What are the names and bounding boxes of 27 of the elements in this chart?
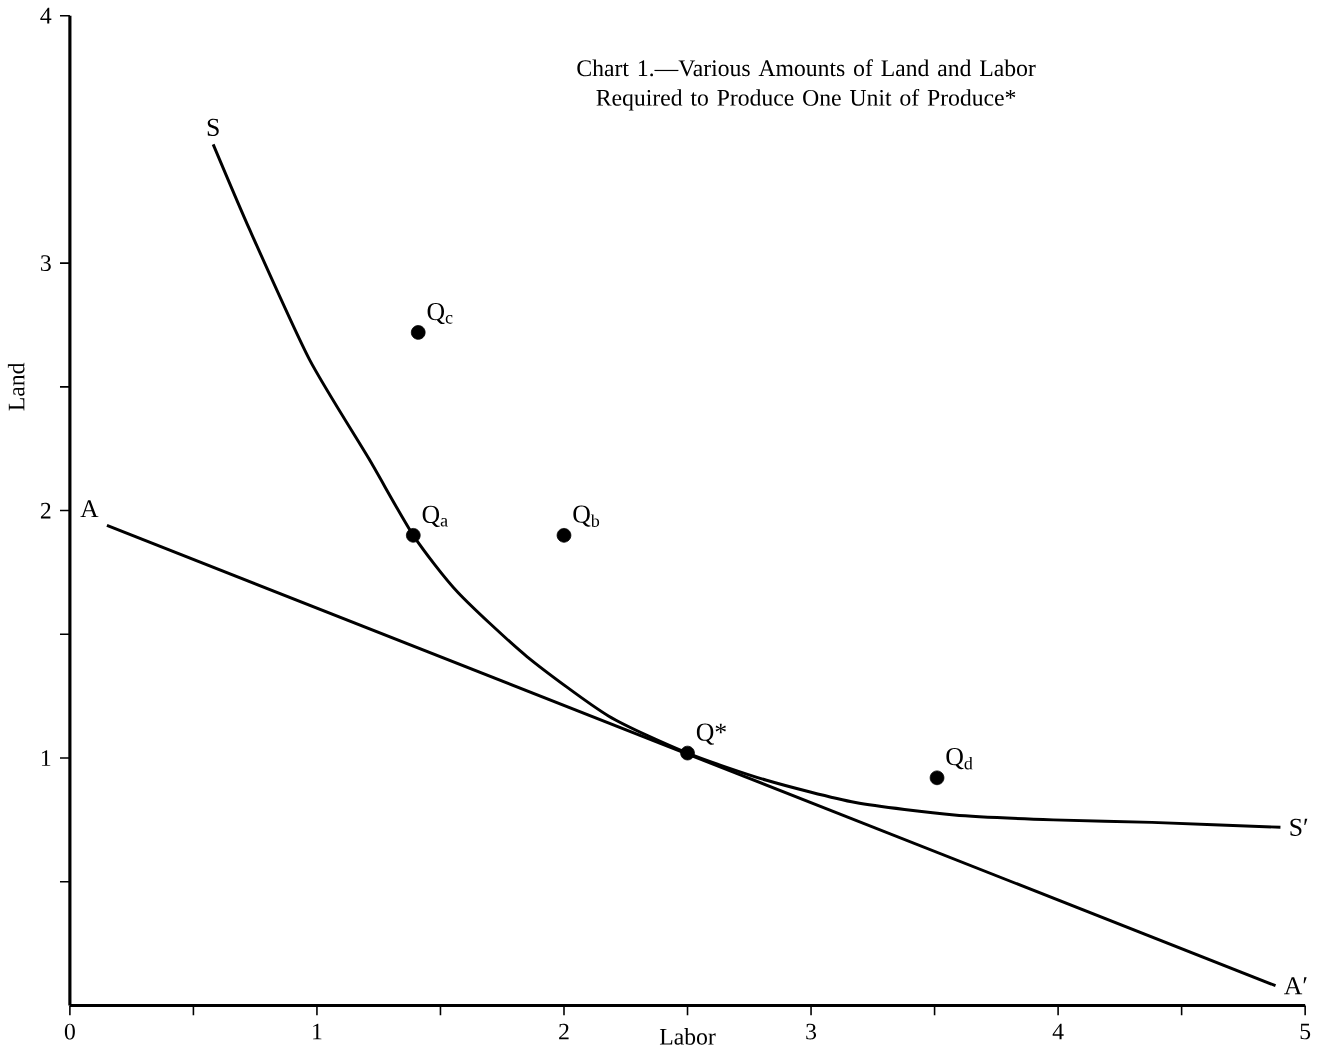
point <box>680 745 695 761</box>
point <box>556 528 572 543</box>
x-tick-label: 5 <box>1300 1023 1311 1040</box>
x-tick-label: 2 <box>559 1023 569 1040</box>
x-tick-label: 4 <box>1052 1023 1064 1040</box>
annotation: Q$_{d}$ <box>946 748 973 770</box>
y-tick-label: 2 <box>40 502 51 519</box>
y-tick-label: 1 <box>41 750 51 766</box>
annotation: A <box>80 500 99 518</box>
annotation: Q$_{b}$ <box>573 505 600 528</box>
annotation: S′ <box>1290 818 1308 836</box>
y-tick-label: 3 <box>41 255 51 272</box>
point <box>405 528 421 543</box>
point <box>410 325 426 340</box>
point <box>929 770 945 786</box>
annotation: A′ <box>1284 977 1307 995</box>
x-axis-title: Labor <box>659 1028 716 1045</box>
x-tick-label: 3 <box>806 1023 817 1040</box>
annotation: Q$_{c}$ <box>427 302 453 325</box>
y-tick-label: 4 <box>40 7 52 24</box>
annotation: Q* <box>696 723 726 745</box>
annotation: S <box>207 118 219 137</box>
text: Chart 1.—Various Amounts of Land and Labor Required to Produce One Unit of Produce* <box>577 59 1036 111</box>
annotation: Q$_{a}$ <box>422 505 448 528</box>
x-tick-label: 0 <box>64 1023 75 1040</box>
y-axis-title: Land <box>7 362 25 411</box>
x-tick-label: 1 <box>313 1023 322 1040</box>
